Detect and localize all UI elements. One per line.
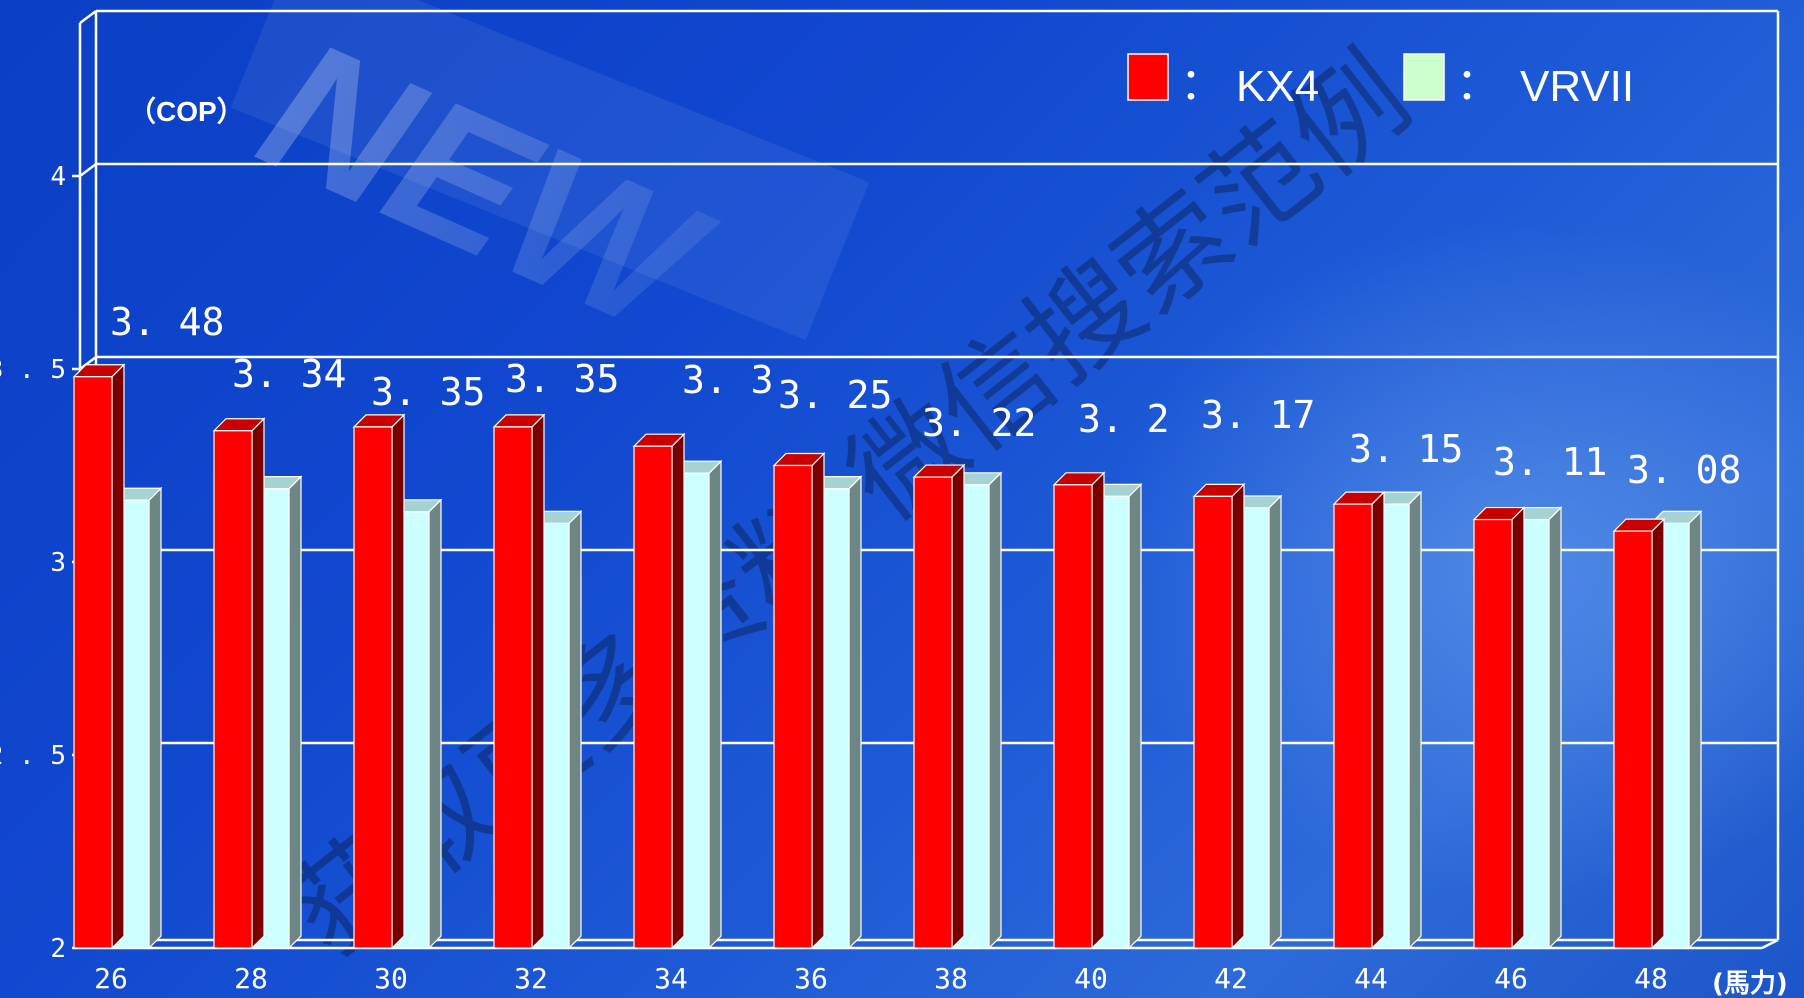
kx4-bar-front <box>773 464 813 949</box>
kx4-bar-side <box>1091 471 1105 950</box>
x-tick-label: 34 <box>654 962 688 995</box>
kx4-bar-front <box>493 426 533 949</box>
legend-swatch-vrvii <box>1403 53 1445 101</box>
y-tick-label: 4 <box>50 162 66 192</box>
kx4-bar <box>212 417 266 950</box>
axis-depth-top <box>79 10 97 24</box>
background-decoration: NEW 获取更多资料 微信搜索范例 <box>230 0 1804 981</box>
kx4-bar-front <box>913 476 953 949</box>
kx4-bar <box>772 452 826 950</box>
x-tick-label: 40 <box>1074 962 1108 995</box>
vrvii-bar-side <box>708 459 722 950</box>
kx4-bar-front <box>1193 495 1233 949</box>
vrvii-bar-side <box>988 471 1002 950</box>
vrvii-bar-side <box>1548 506 1562 950</box>
vrvii-bar-side <box>1408 490 1422 950</box>
kx4-bar <box>1612 517 1666 950</box>
kx4-bar <box>492 413 546 950</box>
vrvii-bar-side <box>148 486 162 950</box>
kx4-bar-side <box>251 417 265 950</box>
kx4-bar <box>912 463 966 950</box>
kx4-bar <box>1472 506 1526 950</box>
kx4-value-label: 3. 35 <box>371 370 485 414</box>
kx4-bar-front <box>213 430 253 949</box>
x-tick-label: 48 <box>1634 962 1668 995</box>
gridline-depth <box>79 356 97 370</box>
kx4-bar-front <box>1613 530 1653 949</box>
axis-depth-right <box>1761 938 1779 950</box>
gridline-depth <box>79 163 97 177</box>
kx4-bar-side <box>111 363 125 950</box>
kx4-bar-front <box>1333 503 1373 949</box>
kx4-bar <box>1192 482 1246 950</box>
x-tick-label: 32 <box>514 962 548 995</box>
y-tick-label: 2 <box>50 934 66 964</box>
legend-swatch-kx4 <box>1127 53 1169 101</box>
kx4-value-label: 3. 35 <box>505 357 619 401</box>
kx4-bar-front <box>353 426 393 949</box>
kx4-value-label: 3. 2 <box>1078 397 1170 441</box>
y-tick-label: 2 . 5 <box>0 741 66 771</box>
legend-separator-vrvii: ： <box>1456 60 1500 109</box>
x-tick-label: 30 <box>374 962 408 995</box>
x-tick-labels: 26 28 30 32 34 36 38 40 42 44 46 48 <box>94 962 1668 995</box>
kx4-bar-side <box>671 432 685 950</box>
kx4-bar-side <box>391 413 405 950</box>
kx4-value-label: 3. 08 <box>1627 448 1741 492</box>
y-axis-unit: （COP） <box>128 95 245 127</box>
legend-label-vrvii: VRVII <box>1520 62 1634 111</box>
kx4-bar <box>632 432 686 950</box>
kx4-bar-side <box>1371 490 1385 950</box>
kx4-value-label: 3. 48 <box>110 300 224 344</box>
value-labels: 3. 483. 34 3. 35 3. 35 3. 3 3. 25 3. 22 3. 2 3.… <box>110 300 1741 492</box>
kx4-bar-side <box>811 452 825 950</box>
kx4-bar-side <box>1511 506 1525 950</box>
vrvii-bar-side <box>1268 494 1282 950</box>
kx4-bar <box>1052 471 1106 950</box>
kx4-value-label: 3. 11 <box>1493 440 1607 484</box>
kx4-bar-front <box>1053 484 1093 949</box>
vrvii-bar-side <box>848 475 862 950</box>
x-tick-label: 38 <box>934 962 968 995</box>
y-tick-label: 3 <box>50 548 66 578</box>
legend-separator-kx4: ： <box>1180 60 1224 109</box>
x-tick-label: 46 <box>1494 962 1528 995</box>
vrvii-bar-side <box>1128 482 1142 950</box>
kx4-bar-side <box>1231 482 1245 950</box>
x-axis-unit: (馬力) <box>1712 969 1788 998</box>
kx4-bar-front <box>73 376 113 949</box>
kx4-bar-side <box>1651 517 1665 950</box>
light-streak <box>230 0 870 340</box>
y-tick-label: 3 . 5 <box>0 355 66 385</box>
kx4-value-label: 3. 34 <box>232 352 346 396</box>
x-tick-label: 42 <box>1214 962 1248 995</box>
vrvii-bar-side <box>428 498 442 950</box>
kx4-bar-side <box>951 463 965 950</box>
kx4-bar <box>72 363 126 950</box>
vrvii-bar-side <box>568 509 582 950</box>
legend-label-kx4: KX4 <box>1236 62 1319 111</box>
bar-series <box>72 363 1703 950</box>
kx4-bar <box>352 413 406 950</box>
kx4-bar-side <box>531 413 545 950</box>
kx4-value-label: 3. 17 <box>1201 393 1315 437</box>
kx4-value-label: 3. 3 <box>682 358 774 402</box>
vrvii-bar-side <box>1688 509 1702 950</box>
y-tick-labels: 2 2 . 5 3 3 . 5 4 <box>0 162 66 964</box>
kx4-value-label: 3. 22 <box>922 401 1036 445</box>
kx4-value-label: 3. 15 <box>1349 427 1463 471</box>
x-tick-label: 28 <box>234 962 268 995</box>
kx4-bar <box>1332 490 1386 950</box>
x-tick-label: 36 <box>794 962 828 995</box>
kx4-value-label: 3. 25 <box>778 373 892 417</box>
legend: ： KX4 ： VRVII <box>1127 53 1634 111</box>
vrvii-bar-side <box>288 475 302 950</box>
x-tick-label: 44 <box>1354 962 1388 995</box>
kx4-bar-front <box>1473 518 1513 949</box>
x-tick-label: 26 <box>94 962 128 995</box>
kx4-bar-front <box>633 445 673 949</box>
